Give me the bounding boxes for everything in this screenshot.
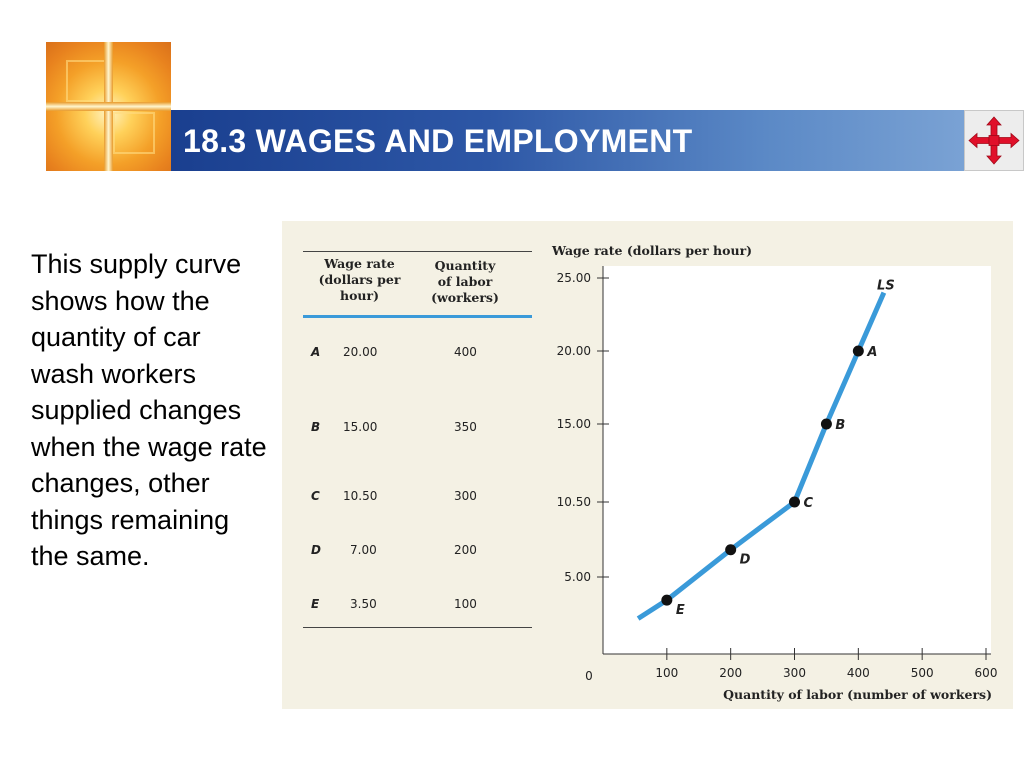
row-quantity: 400 xyxy=(454,345,477,359)
logo-cross-horizontal xyxy=(46,102,171,111)
table-header-quantity: Quantity of labor (workers) xyxy=(422,258,508,306)
logo xyxy=(46,42,171,171)
page-title: 18.3 WAGES AND EMPLOYMENT xyxy=(183,123,693,159)
figure-panel: Wage rate (dollars per hour) Quantity of… xyxy=(282,221,1013,709)
row-quantity: 200 xyxy=(454,543,477,557)
x-tick-label: 200 xyxy=(719,666,742,680)
row-quantity: 350 xyxy=(454,420,477,434)
table-header-wage-line: (dollars per xyxy=(318,272,401,287)
x-tick-label: 400 xyxy=(847,666,870,680)
origin-label: 0 xyxy=(585,669,593,683)
table-bottom-rule xyxy=(303,627,532,628)
x-tick-label: 500 xyxy=(911,666,934,680)
y-tick-label: 10.50 xyxy=(557,495,591,509)
table-header-qty-line: Quantity xyxy=(434,258,496,273)
table-header-qty-line: of labor xyxy=(437,274,493,289)
row-wage: 10.50 xyxy=(343,489,378,503)
logo-glow-square xyxy=(66,60,108,102)
x-axis-label: Quantity of labor (number of workers) xyxy=(723,687,992,702)
data-point-label: B xyxy=(835,418,845,433)
x-tick-label: 600 xyxy=(975,666,998,680)
row-wage: 3.50 xyxy=(350,597,377,611)
title-bar: 18.3 WAGES AND EMPLOYMENT xyxy=(171,110,964,171)
table-header-wage-line: hour) xyxy=(339,288,379,303)
x-tick-label: 300 xyxy=(783,666,806,680)
row-label: C xyxy=(311,489,320,503)
table-header-rule xyxy=(303,315,532,318)
table-header-qty-line: (workers) xyxy=(431,290,499,305)
data-point-label: A xyxy=(866,345,877,360)
row-label: A xyxy=(311,345,321,359)
table-top-rule xyxy=(303,251,532,252)
logo-glow-square xyxy=(113,112,155,154)
row-label: E xyxy=(311,597,320,611)
navigation-button[interactable] xyxy=(964,110,1024,171)
row-wage: 7.00 xyxy=(350,543,377,557)
data-point-label: D xyxy=(740,553,751,568)
y-tick-label: 5.00 xyxy=(564,570,591,584)
table-header-wage-line: Wage rate xyxy=(324,256,395,271)
data-point xyxy=(820,418,832,430)
table-header-wage: Wage rate (dollars per hour) xyxy=(312,256,407,304)
data-point-label: E xyxy=(676,603,685,618)
description-text: This supply curve shows how the quantity… xyxy=(31,249,267,571)
x-tick-label: 100 xyxy=(655,666,678,680)
series-label: LS xyxy=(877,279,895,294)
row-label: D xyxy=(311,543,321,557)
labor-supply-chart: Wage rate (dollars per hour) Quantity of … xyxy=(551,243,998,702)
y-tick-label: 25.00 xyxy=(557,271,591,285)
y-tick-label: 15.00 xyxy=(557,417,591,431)
row-wage: 15.00 xyxy=(343,420,378,434)
y-axis-label: Wage rate (dollars per hour) xyxy=(551,243,752,258)
y-tick-label: 20.00 xyxy=(557,344,591,358)
data-point xyxy=(789,496,800,508)
data-point xyxy=(661,594,673,606)
data-point xyxy=(852,345,864,357)
four-way-arrow-icon xyxy=(968,116,1020,165)
row-label: B xyxy=(311,420,321,434)
row-quantity: 100 xyxy=(454,597,477,611)
data-point xyxy=(725,544,737,556)
data-point-label: C xyxy=(804,496,814,511)
plot-area xyxy=(603,266,991,654)
row-wage: 20.00 xyxy=(343,345,378,359)
row-quantity: 300 xyxy=(454,489,477,503)
